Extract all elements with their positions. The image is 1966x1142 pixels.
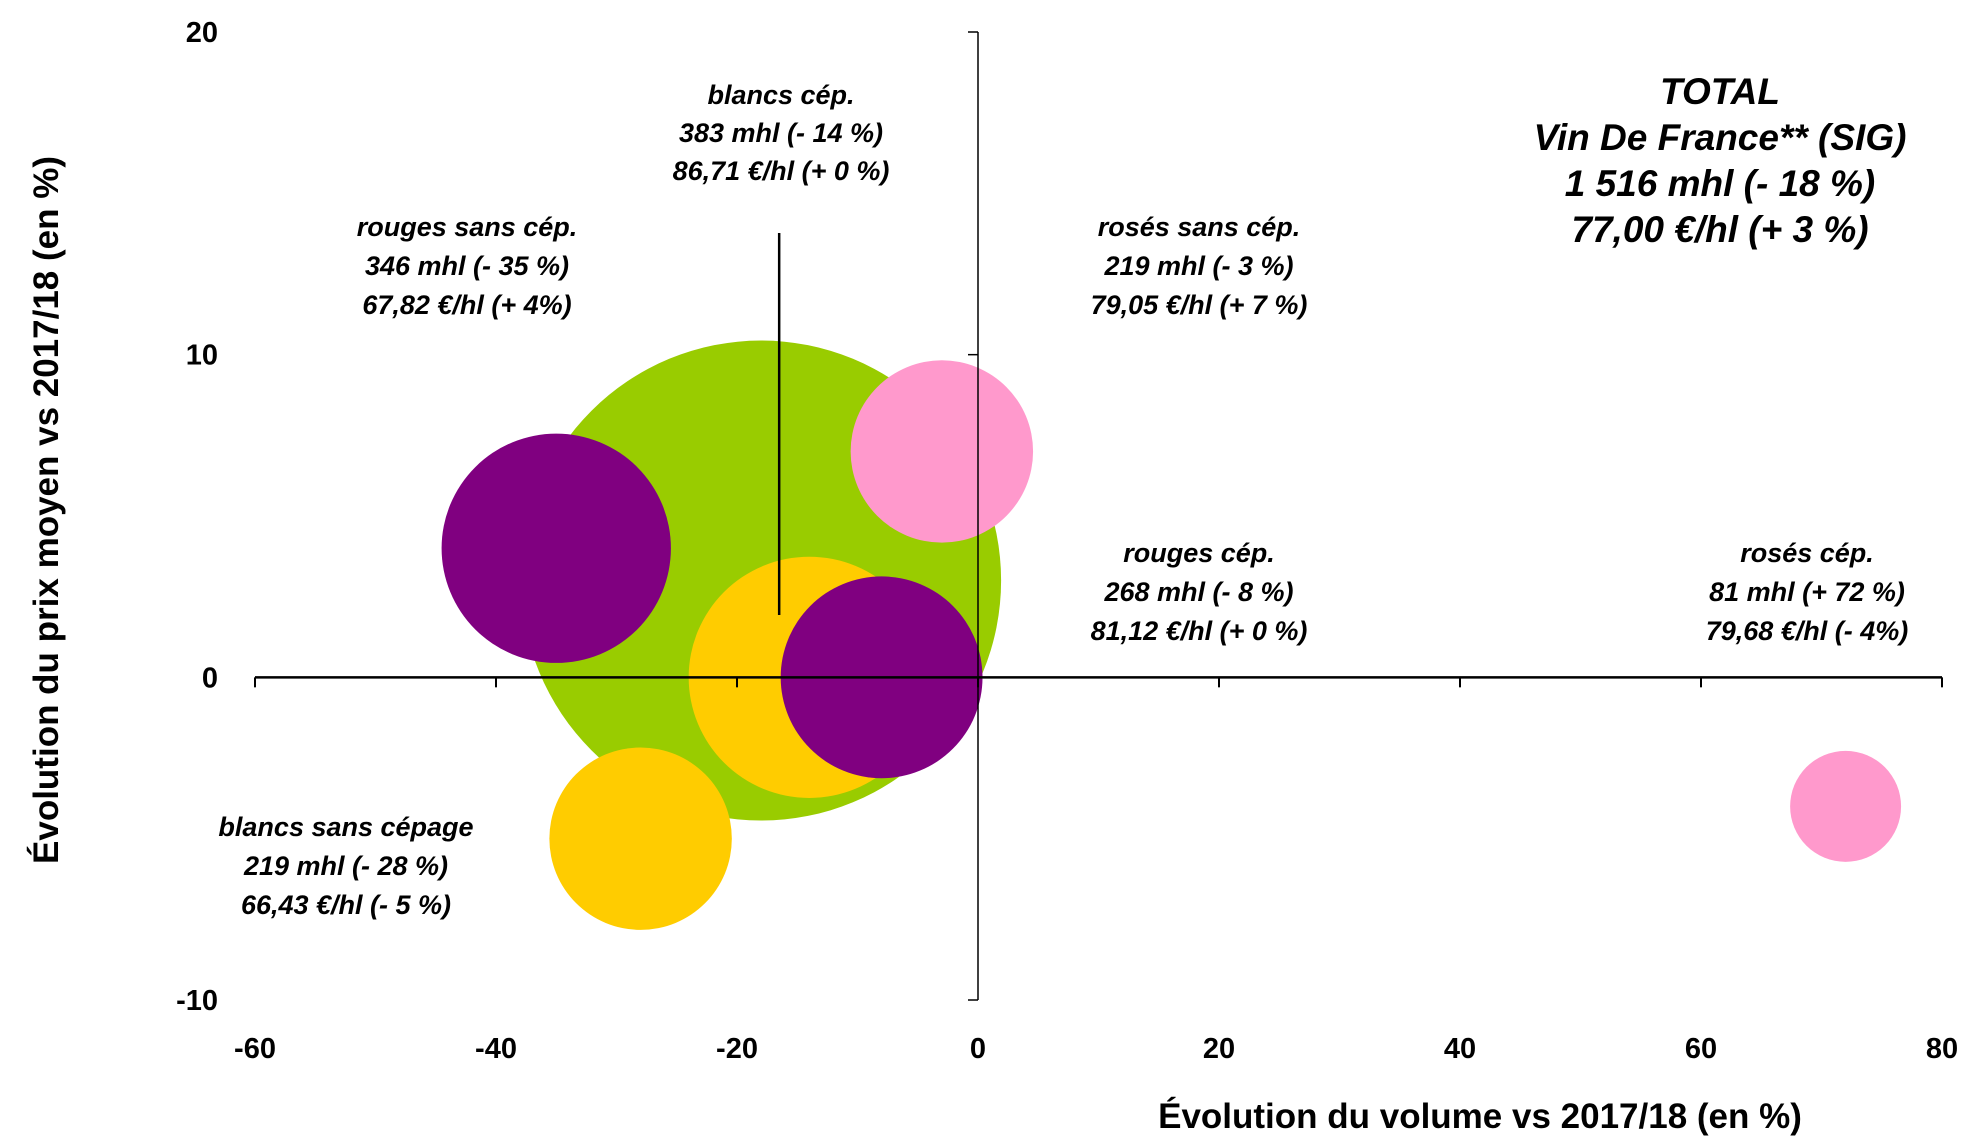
annotation-line: 86,71 €/hl (+ 0 %) xyxy=(673,156,890,186)
x-tick-label: -20 xyxy=(716,1033,758,1065)
annotation-line: 219 mhl (- 3 %) xyxy=(1103,251,1293,281)
annotation-line: 1 516 mhl (- 18 %) xyxy=(1565,163,1876,204)
annotation-line: blancs sans cépage xyxy=(218,812,473,842)
annotation-line: 79,68 €/hl (- 4%) xyxy=(1706,616,1909,646)
annotation-line: rouges sans cép. xyxy=(357,212,578,242)
annotation-line: 383 mhl (- 14 %) xyxy=(679,118,883,148)
annotation-blancs-cep: blancs cép. 383 mhl (- 14 %) 86,71 €/hl (+… xyxy=(673,80,890,186)
annotation-rouges-sans-cep: rouges sans cép. 346 mhl (- 35 %) 67,82 €/… xyxy=(357,212,578,320)
annotation-total: TOTAL Vin De France** (SIG) 1 516 mhl (- 1… xyxy=(1534,71,1907,250)
y-tick-label: 20 xyxy=(186,17,218,49)
bubble-rouges-sans-c-p- xyxy=(441,433,671,663)
bubble-ros-s-sans-c-p- xyxy=(850,360,1034,543)
x-tick-label: -60 xyxy=(234,1033,276,1065)
x-tick-label: 60 xyxy=(1685,1033,1717,1065)
x-tick-label: 80 xyxy=(1926,1033,1958,1065)
x-tick-label: -40 xyxy=(475,1033,517,1065)
annotation-line: rouges cép. xyxy=(1123,538,1275,568)
y-tick-label: 0 xyxy=(202,662,218,694)
annotation-line: rosés sans cép. xyxy=(1098,212,1301,242)
annotation-roses-sans-cep: rosés sans cép. 219 mhl (- 3 %) 79,05 €/hl… xyxy=(1091,212,1308,320)
x-tick-label: 20 xyxy=(1203,1033,1235,1065)
bubble-blancs-sans-c-page xyxy=(549,747,732,930)
x-tick-label: 40 xyxy=(1444,1033,1476,1065)
y-tick-label: 10 xyxy=(186,340,218,372)
annotation-line: 268 mhl (- 8 %) xyxy=(1103,577,1293,607)
annotation-line: 81,12 €/hl (+ 0 %) xyxy=(1091,616,1308,646)
bubble-ros-s-c-p- xyxy=(1790,750,1902,862)
annotation-line: Vin De France** (SIG) xyxy=(1534,117,1907,158)
annotation-rouges-cep: rouges cép. 268 mhl (- 8 %) 81,12 €/hl (+ … xyxy=(1091,538,1308,646)
annotation-line: 66,43 €/hl (- 5 %) xyxy=(241,890,451,920)
annotation-line: 79,05 €/hl (+ 7 %) xyxy=(1091,290,1308,320)
annotation-line: TOTAL xyxy=(1660,71,1780,112)
annotation-line: 67,82 €/hl (+ 4%) xyxy=(362,290,571,320)
annotations-layer: TOTAL Vin De France** (SIG) 1 516 mhl (- 1… xyxy=(218,71,1908,920)
axes-layer: -60 -40 -20 0 20 40 60 80 -10 0 10 20 xyxy=(176,17,1958,1065)
annotation-line: rosés cép. xyxy=(1740,538,1874,568)
annotation-line: 219 mhl (- 28 %) xyxy=(243,851,448,881)
annotation-line: 77,00 €/hl (+ 3 %) xyxy=(1571,209,1868,250)
annotation-line: blancs cép. xyxy=(707,80,854,110)
annotation-roses-cep: rosés cép. 81 mhl (+ 72 %) 79,68 €/hl (- 4… xyxy=(1706,538,1909,646)
x-axis-title: Évolution du volume vs 2017/18 (en %) xyxy=(1158,1096,1802,1136)
annotation-line: 81 mhl (+ 72 %) xyxy=(1709,577,1905,607)
x-tick-label: 0 xyxy=(970,1033,986,1065)
annotation-line: 346 mhl (- 35 %) xyxy=(365,251,569,281)
annotation-blancs-sans-cepage: blancs sans cépage 219 mhl (- 28 %) 66,43 … xyxy=(218,812,473,920)
y-axis-title: Évolution du prix moyen vs 2017/18 (en %… xyxy=(26,156,66,864)
y-tick-label: -10 xyxy=(176,985,218,1017)
